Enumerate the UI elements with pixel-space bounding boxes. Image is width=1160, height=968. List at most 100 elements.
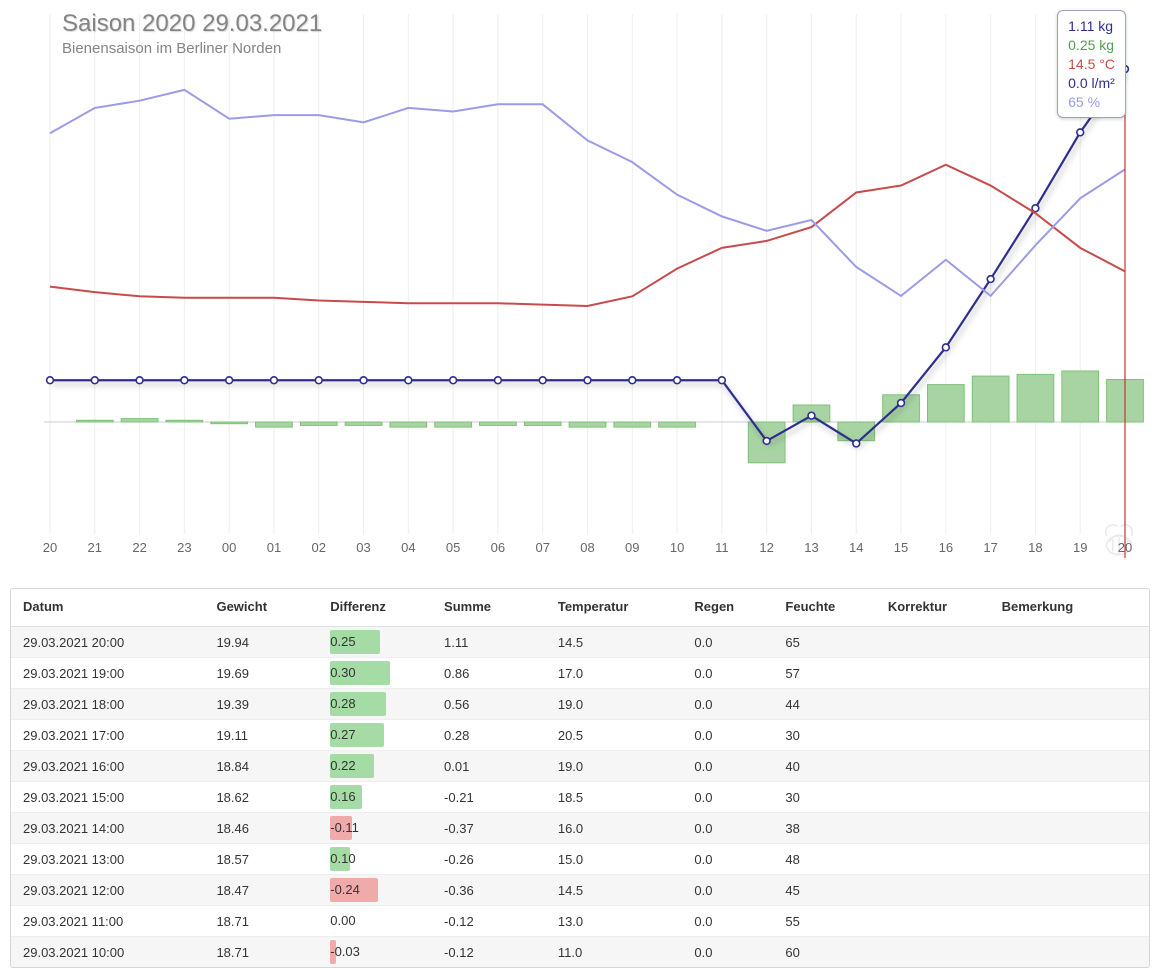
cell-regen: 0.0 — [682, 751, 773, 782]
cell-korrektur — [876, 875, 990, 906]
cell-datum: 29.03.2021 16:00 — [11, 751, 204, 782]
svg-text:01: 01 — [267, 540, 281, 555]
cell-temperatur: 17.0 — [546, 658, 683, 689]
legend-item: 65 % — [1068, 93, 1115, 112]
cell-korrektur — [876, 720, 990, 751]
cell-temperatur: 11.0 — [546, 937, 683, 968]
diff-bar — [972, 376, 1009, 422]
diff-bar — [300, 422, 337, 425]
cell-feuchte: 57 — [773, 658, 875, 689]
cell-summe: 0.01 — [432, 751, 546, 782]
cell-bemerkung — [990, 720, 1149, 751]
cell-differenz: -0.11 — [318, 813, 432, 844]
weight-marker — [718, 377, 725, 384]
cell-feuchte: 65 — [773, 627, 875, 658]
weight-marker — [1077, 129, 1084, 136]
cell-korrektur — [876, 813, 990, 844]
weight-marker — [47, 377, 54, 384]
cell-regen: 0.0 — [682, 844, 773, 875]
weight-marker — [405, 377, 412, 384]
svg-text:18: 18 — [1028, 540, 1042, 555]
cell-summe: 0.86 — [432, 658, 546, 689]
table-row: 29.03.2021 11:0018.710.00-0.1213.00.055 — [11, 906, 1149, 937]
cell-datum: 29.03.2021 19:00 — [11, 658, 204, 689]
diff-bar — [659, 422, 696, 427]
svg-text:03: 03 — [356, 540, 370, 555]
svg-text:05: 05 — [446, 540, 460, 555]
cell-differenz: 0.10 — [318, 844, 432, 875]
data-table-wrap: DatumGewichtDifferenzSummeTemperaturRege… — [10, 588, 1150, 968]
svg-text:20: 20 — [43, 540, 57, 555]
cell-gewicht: 18.57 — [204, 844, 318, 875]
diff-bar — [524, 422, 561, 425]
cell-temperatur: 14.5 — [546, 875, 683, 906]
cell-regen: 0.0 — [682, 627, 773, 658]
cell-summe: -0.12 — [432, 937, 546, 968]
svg-text:15: 15 — [894, 540, 908, 555]
cell-korrektur — [876, 906, 990, 937]
cell-differenz: -0.03 — [318, 937, 432, 968]
weight-marker — [226, 377, 233, 384]
svg-text:16: 16 — [939, 540, 953, 555]
cell-bemerkung — [990, 813, 1149, 844]
table-row: 29.03.2021 19:0019.690.300.8617.00.057 — [11, 658, 1149, 689]
cell-bemerkung — [990, 937, 1149, 968]
cell-summe: -0.12 — [432, 906, 546, 937]
table-row: 29.03.2021 16:0018.840.220.0119.00.040 — [11, 751, 1149, 782]
svg-text:13: 13 — [804, 540, 818, 555]
cell-gewicht: 19.11 — [204, 720, 318, 751]
col-datum: Datum — [11, 589, 204, 627]
col-bemerkung: Bemerkung — [990, 589, 1149, 627]
weight-marker — [763, 438, 770, 445]
cell-gewicht: 18.71 — [204, 937, 318, 968]
cell-korrektur — [876, 844, 990, 875]
svg-text:23: 23 — [177, 540, 191, 555]
cell-gewicht: 18.71 — [204, 906, 318, 937]
legend-item: 0.25 kg — [1068, 36, 1115, 55]
cell-differenz: -0.24 — [318, 875, 432, 906]
svg-text:12: 12 — [759, 540, 773, 555]
diff-bar — [390, 422, 427, 427]
weight-marker — [315, 377, 322, 384]
weight-marker — [181, 377, 188, 384]
diff-bar — [345, 422, 382, 425]
cell-regen: 0.0 — [682, 689, 773, 720]
table-row: 29.03.2021 17:0019.110.270.2820.50.030 — [11, 720, 1149, 751]
legend-item: 1.11 kg — [1068, 17, 1115, 36]
svg-text:21: 21 — [88, 540, 102, 555]
data-table: DatumGewichtDifferenzSummeTemperaturRege… — [11, 589, 1149, 967]
cell-gewicht: 19.94 — [204, 627, 318, 658]
svg-text:02: 02 — [312, 540, 326, 555]
cell-summe: -0.37 — [432, 813, 546, 844]
col-regen: Regen — [682, 589, 773, 627]
cell-feuchte: 30 — [773, 782, 875, 813]
weight-marker — [495, 377, 502, 384]
table-header-row: DatumGewichtDifferenzSummeTemperaturRege… — [11, 589, 1149, 627]
cell-korrektur — [876, 937, 990, 968]
cell-temperatur: 20.5 — [546, 720, 683, 751]
weight-marker — [629, 377, 636, 384]
cell-temperatur: 15.0 — [546, 844, 683, 875]
cell-bemerkung — [990, 844, 1149, 875]
table-row: 29.03.2021 18:0019.390.280.5619.00.044 — [11, 689, 1149, 720]
chart-title-block: Saison 2020 29.03.2021 Bienensaison im B… — [62, 10, 322, 57]
diff-bar — [121, 419, 158, 422]
cell-feuchte: 30 — [773, 720, 875, 751]
diff-bar — [76, 420, 113, 422]
cell-gewicht: 18.46 — [204, 813, 318, 844]
col-differenz: Differenz — [318, 589, 432, 627]
cell-summe: -0.26 — [432, 844, 546, 875]
cell-datum: 29.03.2021 18:00 — [11, 689, 204, 720]
cell-regen: 0.0 — [682, 720, 773, 751]
diff-bar — [614, 422, 651, 427]
chart-panel: Saison 2020 29.03.2021 Bienensaison im B… — [10, 4, 1150, 574]
diff-bar — [435, 422, 472, 427]
cell-korrektur — [876, 658, 990, 689]
cell-datum: 29.03.2021 13:00 — [11, 844, 204, 875]
weight-marker — [91, 377, 98, 384]
cell-regen: 0.0 — [682, 906, 773, 937]
col-gewicht: Gewicht — [204, 589, 318, 627]
cell-differenz: 0.27 — [318, 720, 432, 751]
svg-text:17: 17 — [983, 540, 997, 555]
table-body: 29.03.2021 20:0019.940.251.1114.50.06529… — [11, 627, 1149, 968]
